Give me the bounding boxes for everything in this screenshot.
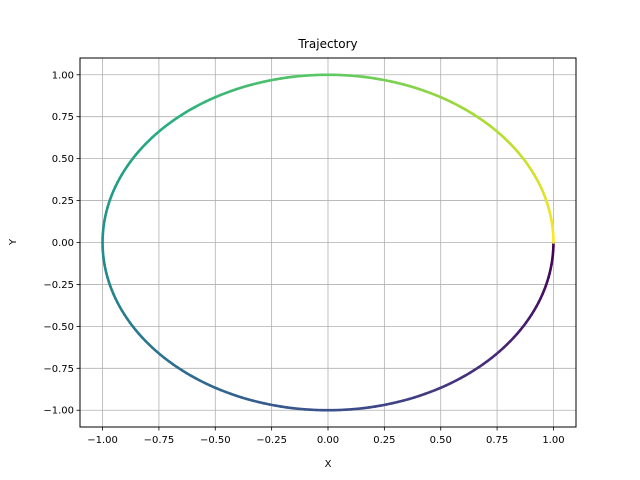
x-tick-label: 0.25 — [373, 435, 395, 446]
trajectory-line — [101, 73, 555, 412]
y-tick-label: −0.25 — [43, 280, 74, 291]
y-axis-label: Y — [8, 238, 19, 246]
x-tick-label: −0.50 — [200, 435, 231, 446]
x-tick-label: 0.75 — [486, 435, 508, 446]
y-tick-label: 0.75 — [52, 112, 74, 123]
y-tick-label: 0.50 — [52, 154, 74, 165]
chart-title: Trajectory — [297, 37, 357, 51]
x-tick-label: 0.00 — [317, 435, 339, 446]
x-axis-ticks: −1.00 −0.75 −0.50 −0.25 0.00 0.25 0.50 0.75 1.00 — [87, 427, 565, 446]
y-tick-label: −1.00 — [43, 406, 74, 417]
x-tick-label: 1.00 — [542, 435, 564, 446]
y-tick-label: −0.50 — [43, 322, 74, 333]
x-tick-label: −1.00 — [87, 435, 118, 446]
y-tick-label: 0.00 — [52, 238, 74, 249]
y-tick-label: 0.25 — [52, 196, 74, 207]
y-axis-ticks: −1.00 −0.75 −0.50 −0.25 0.00 0.25 0.50 0.75 1.00 — [43, 70, 80, 417]
x-tick-label: 0.50 — [430, 435, 452, 446]
x-axis-label: X — [325, 459, 332, 470]
x-tick-label: −0.75 — [144, 435, 175, 446]
y-tick-label: 1.00 — [52, 70, 74, 81]
x-tick-label: −0.25 — [256, 435, 287, 446]
y-tick-label: −0.75 — [43, 364, 74, 375]
